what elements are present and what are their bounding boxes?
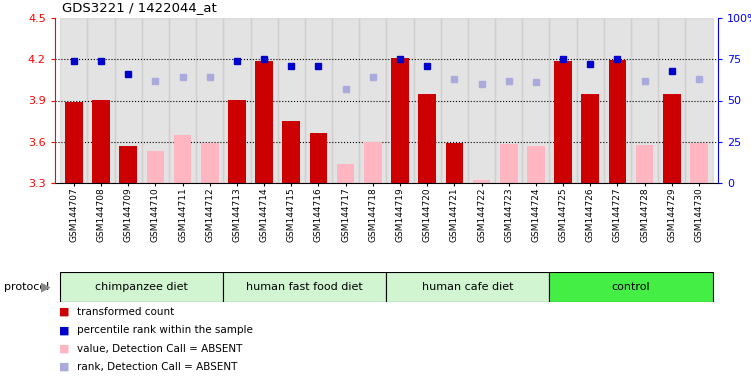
Bar bbox=[441, 18, 468, 183]
Bar bbox=[305, 18, 332, 183]
Text: human fast food diet: human fast food diet bbox=[246, 282, 363, 292]
Bar bbox=[146, 151, 164, 183]
Bar bbox=[364, 142, 382, 183]
Bar bbox=[663, 94, 680, 183]
Bar bbox=[468, 18, 495, 183]
Text: ▶: ▶ bbox=[41, 280, 51, 293]
Bar bbox=[173, 135, 192, 183]
Bar bbox=[472, 180, 490, 183]
Text: human cafe diet: human cafe diet bbox=[422, 282, 514, 292]
Bar bbox=[631, 18, 658, 183]
Text: ■: ■ bbox=[59, 325, 69, 335]
Bar bbox=[550, 272, 713, 302]
Bar bbox=[332, 18, 359, 183]
Text: ■: ■ bbox=[59, 362, 69, 372]
Bar bbox=[92, 100, 110, 183]
Text: rank, Detection Call = ABSENT: rank, Detection Call = ABSENT bbox=[77, 362, 238, 372]
Bar bbox=[387, 272, 550, 302]
Text: chimpanzee diet: chimpanzee diet bbox=[95, 282, 189, 292]
Bar bbox=[201, 143, 219, 183]
Text: GDS3221 / 1422044_at: GDS3221 / 1422044_at bbox=[62, 1, 217, 14]
Bar bbox=[418, 94, 436, 183]
Bar bbox=[658, 18, 686, 183]
Bar bbox=[309, 134, 327, 183]
Bar bbox=[169, 18, 196, 183]
Text: value, Detection Call = ABSENT: value, Detection Call = ABSENT bbox=[77, 344, 243, 354]
Bar bbox=[60, 18, 87, 183]
Bar bbox=[577, 18, 604, 183]
Bar bbox=[495, 18, 522, 183]
Bar bbox=[87, 18, 115, 183]
Bar bbox=[527, 146, 544, 183]
Bar bbox=[142, 18, 169, 183]
Bar bbox=[554, 61, 572, 183]
Text: protocol: protocol bbox=[4, 282, 49, 292]
Bar bbox=[278, 18, 305, 183]
Bar bbox=[196, 18, 223, 183]
Bar bbox=[119, 146, 137, 183]
Bar bbox=[282, 121, 300, 183]
Bar bbox=[359, 18, 387, 183]
Text: percentile rank within the sample: percentile rank within the sample bbox=[77, 325, 253, 335]
Text: control: control bbox=[611, 282, 650, 292]
Bar bbox=[391, 58, 409, 183]
Text: ■: ■ bbox=[59, 344, 69, 354]
Bar bbox=[522, 18, 550, 183]
Bar bbox=[336, 164, 354, 183]
Bar bbox=[686, 18, 713, 183]
Bar bbox=[445, 143, 463, 183]
Bar bbox=[414, 18, 441, 183]
Bar bbox=[604, 18, 631, 183]
Bar bbox=[690, 143, 707, 183]
Bar bbox=[115, 18, 142, 183]
Bar bbox=[223, 272, 387, 302]
Text: transformed count: transformed count bbox=[77, 307, 174, 317]
Bar bbox=[255, 61, 273, 183]
Text: ■: ■ bbox=[59, 307, 69, 317]
Bar bbox=[228, 100, 246, 183]
Bar bbox=[223, 18, 251, 183]
Bar bbox=[65, 102, 83, 183]
Bar bbox=[251, 18, 278, 183]
Bar bbox=[550, 18, 577, 183]
Bar bbox=[581, 94, 599, 183]
Bar bbox=[608, 60, 626, 183]
Bar bbox=[500, 144, 517, 183]
Bar bbox=[387, 18, 414, 183]
Bar bbox=[636, 145, 653, 183]
Bar bbox=[60, 272, 223, 302]
